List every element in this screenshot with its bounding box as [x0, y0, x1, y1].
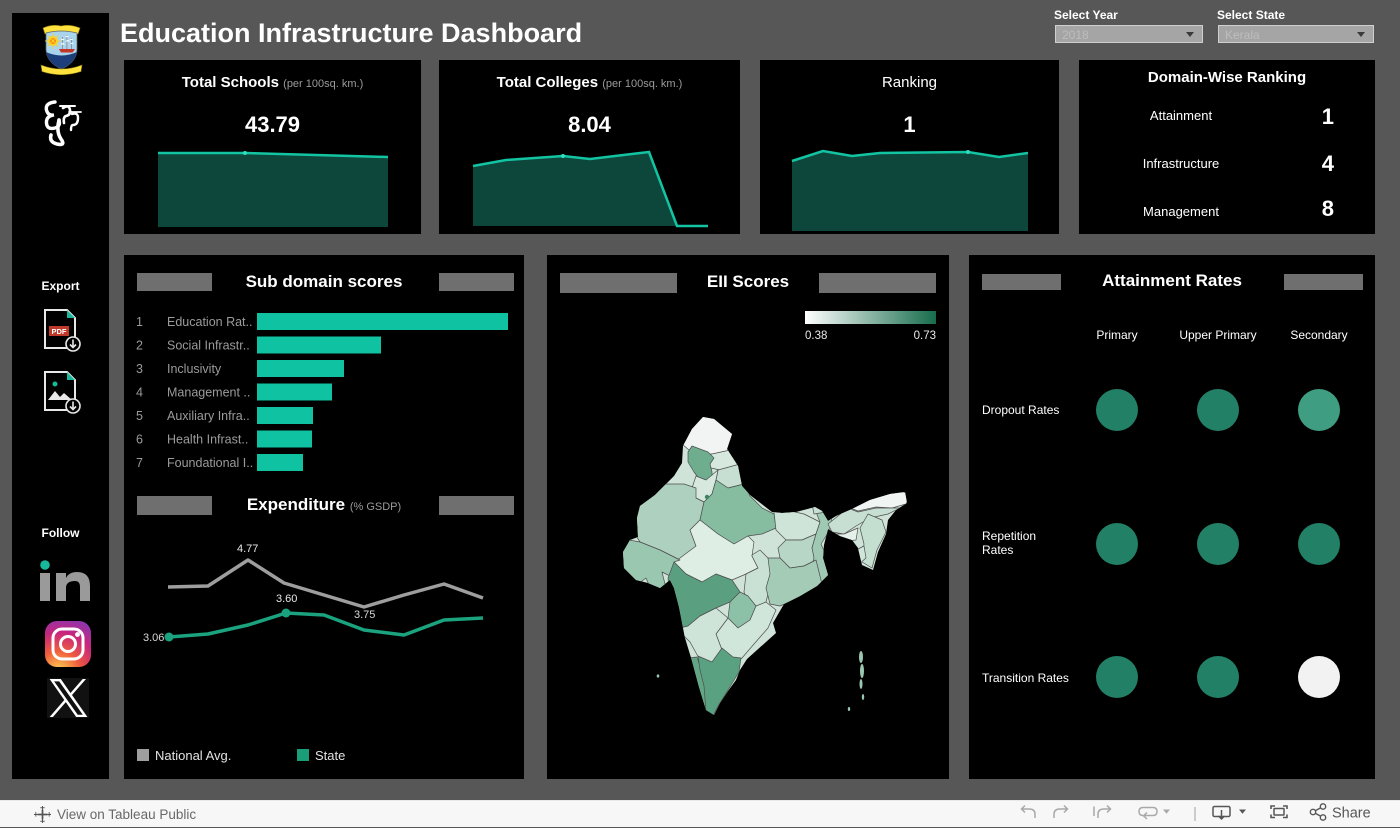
- svg-text:4: 4: [136, 386, 143, 400]
- svg-text:6: 6: [136, 433, 143, 447]
- svg-text:Social Infrastr..: Social Infrastr..: [167, 339, 250, 353]
- svg-text:3: 3: [136, 362, 143, 376]
- svg-text:Management ..: Management ..: [167, 386, 250, 400]
- svg-text:Share: Share: [1332, 806, 1371, 822]
- svg-text:3.75: 3.75: [354, 609, 375, 621]
- svg-text:3.60: 3.60: [276, 593, 297, 605]
- svg-text:3.06: 3.06: [143, 632, 164, 644]
- svg-text:1: 1: [136, 315, 143, 329]
- svg-text:7: 7: [136, 456, 143, 470]
- svg-text:Education Rat..: Education Rat..: [167, 315, 252, 329]
- svg-text:Foundational I..: Foundational I..: [167, 456, 253, 470]
- svg-text:Health Infrast..: Health Infrast..: [167, 433, 248, 447]
- svg-text:2: 2: [136, 339, 143, 353]
- svg-text:5: 5: [136, 409, 143, 423]
- svg-text:PDF: PDF: [52, 327, 67, 336]
- svg-text:Auxiliary Infra..: Auxiliary Infra..: [167, 409, 250, 423]
- svg-text:4.77: 4.77: [237, 543, 258, 555]
- svg-text:0.73: 0.73: [914, 330, 936, 342]
- svg-text:0.38: 0.38: [805, 330, 827, 342]
- svg-text:Inclusivity: Inclusivity: [167, 362, 222, 376]
